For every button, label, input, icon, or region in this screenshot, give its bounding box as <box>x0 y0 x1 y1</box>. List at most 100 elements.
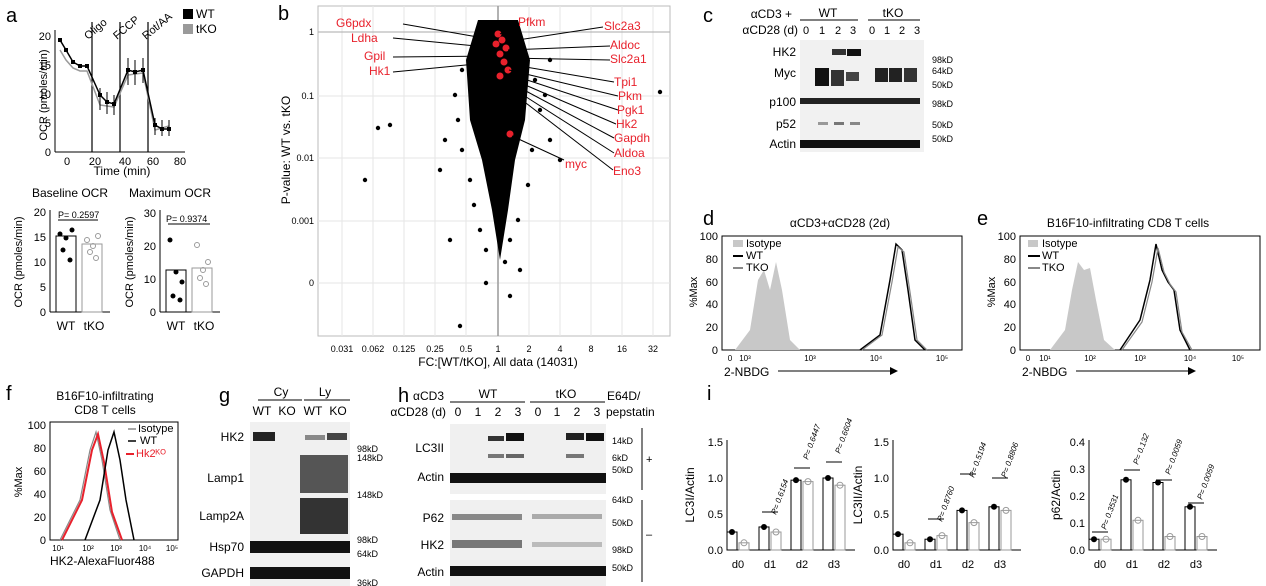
svg-text:10⁴: 10⁴ <box>1184 354 1197 363</box>
b-ylabel: P-value: WT vs. tKO <box>279 96 293 204</box>
gene-label: myc <box>565 157 587 171</box>
svg-text:10²: 10² <box>1084 354 1096 363</box>
svg-text:0: 0 <box>728 354 733 363</box>
b-yticks: 1 0.1 0.01 0.001 0 <box>291 27 314 288</box>
bar-wt <box>956 509 968 551</box>
d-legend-wt: WT <box>746 250 763 262</box>
svg-text:64kD: 64kD <box>932 66 954 76</box>
svg-text:d1: d1 <box>930 559 942 571</box>
svg-text:0.4: 0.4 <box>1070 437 1085 449</box>
svg-text:40: 40 <box>706 299 718 311</box>
panel-a: a WT tKO 0 5 10 15 20 0 20 40 60 80 Time… <box>6 5 220 333</box>
svg-text:10⁴: 10⁴ <box>870 354 883 363</box>
svg-text:3: 3 <box>850 25 856 37</box>
svg-text:GAPDH: GAPDH <box>201 566 244 580</box>
gene-label: Gapdh <box>614 131 650 145</box>
svg-text:50kD: 50kD <box>932 134 954 144</box>
svg-text:100: 100 <box>28 420 46 432</box>
f-legend-hk2ko: Hk2ᴷᴼ <box>136 448 166 460</box>
panel-label-i: i <box>707 383 711 405</box>
svg-text:0: 0 <box>803 25 809 37</box>
svg-text:10¹: 10¹ <box>52 544 64 553</box>
g-markers: 98kD 148kD 148kD 98kD 64kD 36kD <box>357 444 384 586</box>
a-tko-trace <box>59 49 170 131</box>
svg-text:HK2: HK2 <box>221 430 245 444</box>
svg-text:10³: 10³ <box>1134 354 1146 363</box>
bar-wt <box>790 479 802 551</box>
gene-label: Pfkm <box>518 15 545 29</box>
f-yticks: 0 20 40 60 80 100 <box>28 420 46 547</box>
e-isotype-hist <box>1050 262 1115 350</box>
panel-label-f: f <box>6 383 12 405</box>
bar-tko <box>1132 519 1144 551</box>
svg-text:0.5: 0.5 <box>460 344 473 354</box>
panel-label-b: b <box>278 3 289 25</box>
f-title1: B16F10-infiltrating <box>56 389 153 403</box>
d-legend-tko: TKO <box>746 262 769 274</box>
point-wt <box>729 529 735 535</box>
point-wt <box>793 477 799 484</box>
e-ylabel: %Max <box>986 276 998 307</box>
svg-text:10³: 10³ <box>739 354 751 363</box>
svg-text:KO: KO <box>278 404 295 418</box>
a-xlabel: Time (min) <box>94 164 151 178</box>
svg-text:P= 0.0059: P= 0.0059 <box>1163 438 1184 476</box>
i1-ylabel: LC3I/Actin <box>683 467 697 522</box>
gene-label: Hk2 <box>616 117 638 131</box>
f-hk2ko-hist <box>61 430 123 541</box>
baseline-title: Baseline OCR <box>32 186 108 200</box>
svg-text:1.5: 1.5 <box>708 437 723 449</box>
e-plot-frame <box>1019 235 1261 351</box>
svg-text:4: 4 <box>557 344 562 354</box>
g-bands <box>250 432 350 579</box>
g-lanes: WT KO WT KO <box>253 404 347 418</box>
f-isotype-hist <box>59 429 121 541</box>
point-wt <box>761 523 767 530</box>
e-xlabel: 2-NBDG <box>1022 365 1067 379</box>
svg-text:d0: d0 <box>898 559 910 571</box>
i3-bars <box>1088 476 1208 551</box>
svg-text:20: 20 <box>34 512 46 524</box>
a-xtick: 60 <box>147 156 159 168</box>
svg-text:p52: p52 <box>776 117 796 131</box>
svg-text:P= 0.8806: P= 0.8806 <box>999 441 1020 479</box>
bar-tko <box>834 484 846 551</box>
panel-e: e B16F10-infiltrating CD8 T cells Isotyp… <box>977 208 1261 379</box>
svg-text:P= 0.6604: P= 0.6604 <box>833 417 854 455</box>
point-wt <box>1187 503 1193 510</box>
bar-tko <box>738 542 750 551</box>
svg-text:10³: 10³ <box>804 354 816 363</box>
f-legend-wt: WT <box>140 435 157 447</box>
panel-label-c: c <box>703 5 713 27</box>
gene-label: G6pdx <box>336 16 371 30</box>
svg-text:HK2: HK2 <box>773 45 797 59</box>
legend-wt: WT <box>196 7 215 21</box>
svg-text:6kD: 6kD <box>612 453 629 463</box>
c-row-labels: HK2 Myc p100 p52 Actin <box>769 45 796 151</box>
svg-text:2: 2 <box>526 344 531 354</box>
svg-text:2: 2 <box>899 25 905 37</box>
svg-text:64kD: 64kD <box>357 549 379 559</box>
svg-text:d2: d2 <box>796 559 808 571</box>
g-group-cy: Cy <box>274 385 289 399</box>
svg-text:148kD: 148kD <box>357 453 384 463</box>
svg-text:0.5: 0.5 <box>708 509 723 521</box>
maximum-bar-wt <box>165 269 187 313</box>
b-xticks: 0.031 0.062 0.125 0.25 0.5 1 2 4 8 16 32 <box>331 344 658 354</box>
svg-text:50kD: 50kD <box>612 563 634 573</box>
panel-label-d: d <box>703 208 714 230</box>
svg-text:d1: d1 <box>1126 559 1138 571</box>
e-yticks: 0 20 40 60 80 100 <box>998 231 1016 357</box>
i1-pvals: P= 0.6154 P= 0.6447 P= 0.6604 <box>769 417 854 516</box>
gene-label: Eno3 <box>613 164 641 178</box>
maximum-title: Maximum OCR <box>129 186 211 200</box>
svg-text:10³: 10³ <box>110 544 122 553</box>
svg-text:100: 100 <box>998 231 1016 243</box>
gene-label: Slc2a1 <box>610 52 647 66</box>
svg-text:50kD: 50kD <box>612 518 634 528</box>
rotaa-label: Rot/AA <box>140 10 175 42</box>
svg-text:0.0: 0.0 <box>1070 545 1085 557</box>
h-bands <box>450 433 606 576</box>
